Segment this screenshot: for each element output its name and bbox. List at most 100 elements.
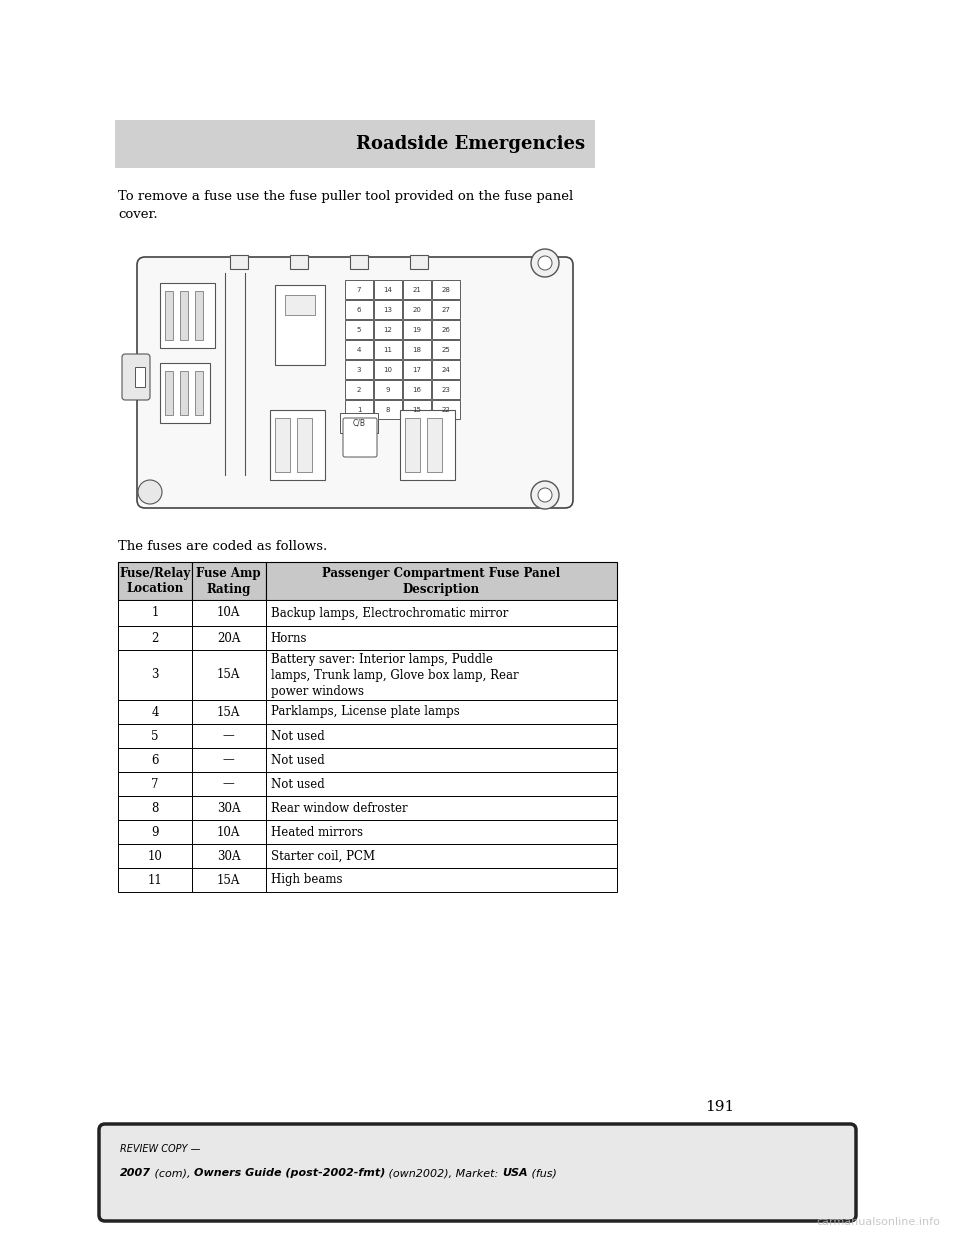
Bar: [266, 724, 617, 748]
Bar: [192, 773, 266, 796]
Bar: [118, 700, 192, 724]
Bar: [403, 301, 431, 319]
Text: Heated mirrors: Heated mirrors: [271, 826, 363, 838]
Bar: [297, 419, 312, 472]
Text: 9: 9: [151, 826, 158, 838]
Text: 23: 23: [442, 386, 450, 392]
Bar: [230, 255, 248, 270]
Text: (own2002), Market:: (own2002), Market:: [385, 1167, 502, 1177]
Bar: [266, 773, 617, 796]
Bar: [374, 279, 402, 299]
Bar: [118, 626, 192, 650]
Bar: [374, 340, 402, 359]
Bar: [374, 301, 402, 319]
Bar: [118, 724, 192, 748]
Text: 21: 21: [413, 287, 421, 293]
Text: 15A: 15A: [217, 705, 240, 719]
Bar: [118, 868, 192, 892]
Bar: [403, 360, 431, 379]
Text: Roadside Emergencies: Roadside Emergencies: [356, 135, 585, 153]
Text: 28: 28: [442, 287, 450, 293]
Text: 10: 10: [148, 850, 162, 862]
Bar: [266, 650, 617, 700]
Bar: [275, 419, 290, 472]
Text: 12: 12: [384, 327, 393, 333]
Text: 4: 4: [151, 705, 158, 719]
Text: Battery saver: Interior lamps, Puddle
lamps, Trunk lamp, Glove box lamp, Rear
po: Battery saver: Interior lamps, Puddle la…: [271, 652, 518, 698]
Text: —: —: [223, 777, 234, 790]
Bar: [266, 796, 617, 820]
Bar: [165, 291, 173, 340]
Bar: [345, 279, 373, 299]
Bar: [270, 410, 325, 479]
Bar: [266, 845, 617, 868]
Text: 15A: 15A: [217, 873, 240, 887]
Bar: [345, 380, 373, 399]
Bar: [345, 400, 373, 419]
Bar: [403, 380, 431, 399]
Bar: [118, 820, 192, 845]
Text: 10A: 10A: [217, 826, 240, 838]
Text: High beams: High beams: [271, 873, 342, 887]
Bar: [192, 748, 266, 773]
Text: Not used: Not used: [271, 729, 324, 743]
Text: 20A: 20A: [217, 631, 240, 645]
Bar: [290, 255, 308, 270]
Text: 1: 1: [357, 406, 361, 412]
Text: 2: 2: [357, 386, 361, 392]
Bar: [403, 320, 431, 339]
Text: 15: 15: [413, 406, 421, 412]
Text: 30A: 30A: [217, 850, 241, 862]
Text: 191: 191: [706, 1100, 734, 1114]
Bar: [374, 320, 402, 339]
Text: 10: 10: [383, 366, 393, 373]
Text: Fuse Amp
Rating: Fuse Amp Rating: [197, 566, 261, 595]
Text: 13: 13: [383, 307, 393, 313]
Bar: [403, 340, 431, 359]
Text: 10A: 10A: [217, 606, 240, 620]
Text: 6: 6: [357, 307, 361, 313]
Text: 8: 8: [152, 801, 158, 815]
Bar: [345, 360, 373, 379]
Bar: [192, 724, 266, 748]
Bar: [345, 340, 373, 359]
Text: 7: 7: [151, 777, 158, 790]
Text: 8: 8: [386, 406, 391, 412]
Circle shape: [138, 479, 162, 504]
Text: Not used: Not used: [271, 754, 324, 766]
Text: 3: 3: [151, 668, 158, 682]
Text: 5: 5: [151, 729, 158, 743]
Text: 19: 19: [413, 327, 421, 333]
Text: 26: 26: [442, 327, 450, 333]
Bar: [192, 796, 266, 820]
Bar: [432, 340, 460, 359]
Text: Parklamps, License plate lamps: Parklamps, License plate lamps: [271, 705, 460, 719]
Text: Backup lamps, Electrochromatic mirror: Backup lamps, Electrochromatic mirror: [271, 606, 508, 620]
Text: 11: 11: [383, 347, 393, 353]
Text: The fuses are coded as follows.: The fuses are coded as follows.: [118, 540, 327, 553]
Bar: [345, 320, 373, 339]
Text: C/B: C/B: [352, 419, 366, 427]
Text: REVIEW COPY —: REVIEW COPY —: [120, 1144, 201, 1154]
Text: —: —: [223, 754, 234, 766]
Circle shape: [531, 248, 559, 277]
Text: 18: 18: [413, 347, 421, 353]
Bar: [192, 820, 266, 845]
Circle shape: [538, 488, 552, 502]
Bar: [118, 748, 192, 773]
Text: carmanualsonline.info: carmanualsonline.info: [816, 1217, 940, 1227]
Text: 11: 11: [148, 873, 162, 887]
Bar: [403, 279, 431, 299]
Text: 1: 1: [152, 606, 158, 620]
Bar: [180, 291, 188, 340]
Bar: [192, 600, 266, 626]
Bar: [410, 255, 428, 270]
Bar: [266, 748, 617, 773]
Bar: [192, 700, 266, 724]
Text: 20: 20: [413, 307, 421, 313]
Bar: [118, 796, 192, 820]
Bar: [192, 650, 266, 700]
Bar: [160, 283, 215, 348]
Text: 16: 16: [413, 386, 421, 392]
Text: Rear window defroster: Rear window defroster: [271, 801, 407, 815]
